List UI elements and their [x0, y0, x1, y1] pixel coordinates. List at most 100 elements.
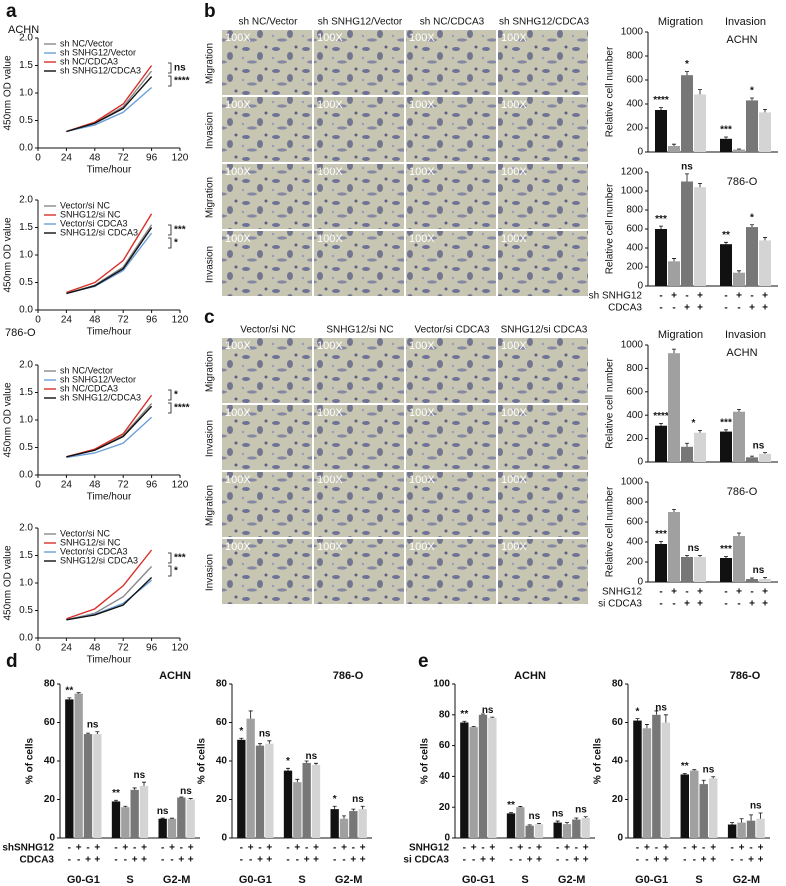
- significance: *: [685, 59, 689, 70]
- magnification: 100X: [317, 233, 343, 245]
- condition-sign: +: [536, 855, 542, 866]
- condition-sign: -: [740, 855, 743, 866]
- y-tick-label: 1.5: [19, 60, 33, 71]
- error-bar: [672, 348, 676, 354]
- error-bar: [114, 799, 118, 802]
- condition-sign: -: [249, 855, 252, 866]
- condition-sign: -: [463, 855, 466, 866]
- y-tick-label: 200: [626, 433, 643, 444]
- y-tick-label: 0.0: [19, 143, 33, 154]
- bar: [478, 714, 488, 838]
- error-bar: [737, 148, 741, 150]
- x-tick-label: 120: [172, 480, 189, 491]
- error-bar: [763, 577, 767, 579]
- condition-sign: +: [517, 843, 523, 854]
- condition-sign: +: [350, 855, 356, 866]
- bar: [655, 110, 667, 152]
- bracket: [168, 565, 172, 577]
- y-tick-label: 400: [626, 537, 643, 548]
- bar: [177, 797, 186, 838]
- condition-sign: -: [724, 303, 727, 314]
- condition-sign: +: [684, 303, 690, 314]
- condition-sign: -: [575, 843, 578, 854]
- significance: ns: [180, 786, 192, 797]
- condition-sign: -: [730, 843, 733, 854]
- micrograph: [498, 405, 588, 470]
- error-bar: [737, 408, 741, 412]
- error-bar: [698, 430, 702, 433]
- x-tick-label: 0: [35, 643, 41, 654]
- error-bar: [659, 225, 663, 229]
- bracket: [168, 75, 172, 87]
- y-tick-label: 400: [626, 243, 643, 254]
- error-bar: [682, 773, 687, 775]
- category-label: Migration: [658, 16, 703, 28]
- significance: ns: [552, 809, 564, 820]
- condition-sign: +: [471, 843, 477, 854]
- significance: ***: [655, 214, 667, 225]
- condition-sign: -: [170, 855, 173, 866]
- micrograph: [314, 231, 404, 296]
- error-bar: [659, 422, 663, 426]
- bar: [655, 425, 667, 462]
- bracket: [168, 552, 172, 564]
- significance: ns: [482, 705, 494, 716]
- condition-sign: +: [697, 587, 703, 598]
- micrograph: [222, 231, 312, 296]
- condition-label: SNHG12: [602, 587, 642, 598]
- condition-sign: -: [737, 303, 740, 314]
- y-tick-label: 1.0: [19, 415, 33, 426]
- legend-label: SNHG12/si CDCA3: [60, 227, 138, 237]
- condition-sign: +: [85, 855, 91, 866]
- y-tick-label: 400: [626, 99, 643, 110]
- condition-sign: +: [294, 843, 300, 854]
- significance: ****: [653, 411, 669, 422]
- error-bar: [672, 509, 676, 512]
- bar: [694, 432, 706, 462]
- y-tick-label: 60: [439, 740, 451, 751]
- chart-title: ACHN: [514, 670, 546, 682]
- condition-label: si CDCA3: [598, 599, 642, 610]
- series-line: [66, 70, 153, 133]
- magnification: 100X: [409, 233, 435, 245]
- error-bar: [304, 760, 309, 763]
- condition-sign: +: [536, 843, 542, 854]
- panel-label: e: [418, 651, 429, 672]
- micrograph: [406, 338, 496, 403]
- y-tick-label: 40: [216, 756, 228, 767]
- condition-sign: -: [528, 843, 531, 854]
- condition-sign: -: [750, 291, 753, 302]
- condition-sign: -: [749, 843, 752, 854]
- y-tick-label: 0.0: [19, 470, 33, 481]
- significance: **: [65, 686, 73, 697]
- bar: [668, 261, 680, 286]
- y-tick-label: 400: [626, 410, 643, 421]
- condition-sign: -: [286, 843, 289, 854]
- condition-sign: -: [685, 587, 688, 598]
- error-bar: [724, 429, 728, 432]
- y-tick-label: 200: [626, 557, 643, 568]
- y-tick-label: 20: [439, 802, 451, 813]
- condition-sign: +: [710, 855, 716, 866]
- condition-sign: -: [645, 855, 648, 866]
- error-bar: [672, 258, 676, 262]
- condition-sign: +: [671, 587, 677, 598]
- row-label: Migration: [205, 351, 216, 392]
- error-bar: [142, 781, 146, 787]
- x-tick-label: 72: [118, 480, 130, 491]
- series-line: [66, 232, 153, 295]
- category-label: Migration: [658, 329, 703, 341]
- significance: *: [636, 706, 640, 717]
- legend-label: sh NC/CDCA3: [60, 383, 118, 393]
- x-tick-label: 48: [89, 480, 101, 491]
- condition-sign: -: [161, 843, 164, 854]
- y-tick-label: 0.0: [19, 633, 33, 644]
- y-tick-label: 0: [617, 833, 623, 844]
- condition-sign: +: [710, 843, 716, 854]
- bar: [642, 728, 652, 838]
- condition-sign: +: [736, 587, 742, 598]
- micrograph: [314, 164, 404, 229]
- bracket: [168, 237, 172, 249]
- error-bar: [750, 577, 754, 579]
